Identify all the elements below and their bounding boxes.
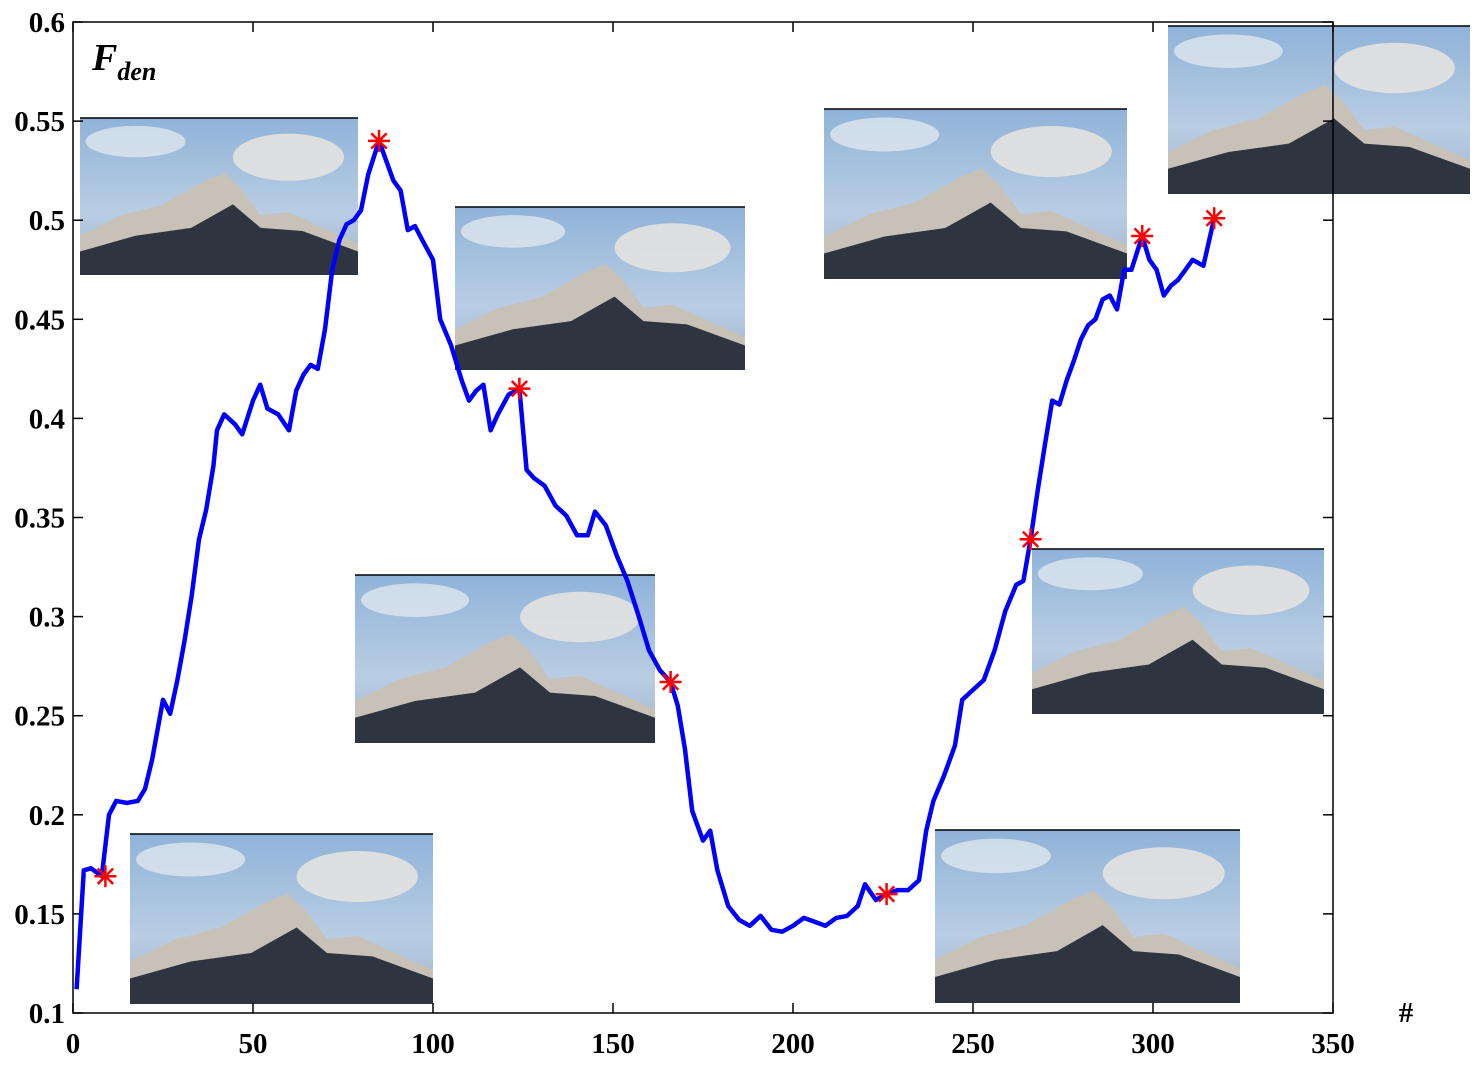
- marker: [1019, 528, 1042, 551]
- marker: [659, 671, 682, 694]
- thumb-cloud: [1037, 557, 1143, 591]
- x-tick-label: 0: [66, 1028, 81, 1060]
- thumb-cloud: [990, 126, 1112, 177]
- x-tick-label: 200: [771, 1028, 815, 1060]
- marker-stroke: [1205, 209, 1223, 227]
- y-tick-label: 0.5: [29, 205, 65, 237]
- y-label-sub: den: [117, 57, 156, 86]
- thumbnail: [355, 574, 655, 743]
- marker-stroke: [370, 132, 388, 150]
- thumb-cloud: [1334, 42, 1455, 94]
- y-label: Fden: [91, 37, 156, 86]
- thumb-mountain-shadow: [824, 202, 1127, 279]
- x-tick-label: 350: [1311, 1028, 1355, 1060]
- marker-stroke: [96, 867, 114, 885]
- line: [74, 138, 1217, 990]
- y-tick-label: 0.1: [29, 998, 65, 1030]
- marker-stroke: [510, 380, 528, 398]
- marker-stroke: [878, 885, 896, 903]
- thumbnail: [80, 117, 358, 275]
- thumbnail: [455, 206, 745, 370]
- y-tick-label: 0.3: [29, 602, 65, 634]
- thumb-cloud: [941, 838, 1051, 874]
- thumb-cloud: [1192, 565, 1310, 615]
- marker: [1131, 225, 1154, 248]
- thumb-cloud: [232, 133, 345, 181]
- thumb-mountain-shadow: [935, 925, 1240, 1003]
- y-tick-label: 0.4: [29, 403, 65, 435]
- thumbnail: [935, 829, 1240, 1003]
- marker-stroke: [662, 673, 680, 691]
- y-tick-label: 0.25: [14, 701, 65, 733]
- y-tick-label: 0.15: [14, 899, 65, 931]
- thumbnail: [130, 833, 433, 1004]
- marker: [508, 377, 531, 400]
- y-tick-label: 0.35: [14, 503, 65, 535]
- thumb-cloud: [460, 215, 566, 248]
- thumbnail: [1168, 25, 1470, 194]
- y-tick-label: 0.6: [29, 7, 65, 39]
- thumb-cloud: [830, 117, 940, 152]
- marker: [368, 129, 390, 152]
- thumb-cloud: [85, 125, 186, 158]
- thumbnails: [80, 25, 1470, 1004]
- thumb-mountain-shadow: [355, 667, 655, 743]
- x-tick-label: 150: [591, 1028, 635, 1060]
- marker-stroke: [1133, 227, 1151, 245]
- thumb-mountain-shadow: [1032, 639, 1324, 714]
- marker: [1203, 207, 1226, 230]
- x-tick-label: 250: [951, 1028, 995, 1060]
- marker: [94, 865, 117, 888]
- marker: [875, 883, 898, 906]
- x-tick-label: 50: [239, 1028, 268, 1060]
- thumb-cloud: [520, 591, 640, 643]
- marker-stroke: [1022, 530, 1040, 548]
- thumb-mountain-shadow: [1168, 118, 1470, 194]
- x-tick-label: 300: [1131, 1028, 1175, 1060]
- y-tick-label: 0.45: [14, 304, 65, 336]
- thumb-cloud: [136, 842, 246, 877]
- thumb-mountain-shadow: [455, 296, 745, 370]
- thumb-cloud: [1174, 34, 1283, 68]
- thumb-cloud: [296, 851, 418, 902]
- y-tick-label: 0.2: [29, 800, 65, 832]
- y-tick-label: 0.55: [14, 106, 65, 138]
- x-tick-label: 100: [411, 1028, 455, 1060]
- thumb-mountain-shadow: [80, 204, 358, 275]
- thumb-cloud: [614, 223, 731, 273]
- thumbnail: [1032, 548, 1324, 714]
- thumbnail: [824, 108, 1127, 279]
- thumb-cloud: [1102, 847, 1225, 900]
- thumb-cloud: [361, 583, 469, 617]
- thumb-mountain-shadow: [130, 927, 433, 1004]
- x-label: #: [1399, 997, 1414, 1029]
- y-label-main: F: [91, 37, 117, 79]
